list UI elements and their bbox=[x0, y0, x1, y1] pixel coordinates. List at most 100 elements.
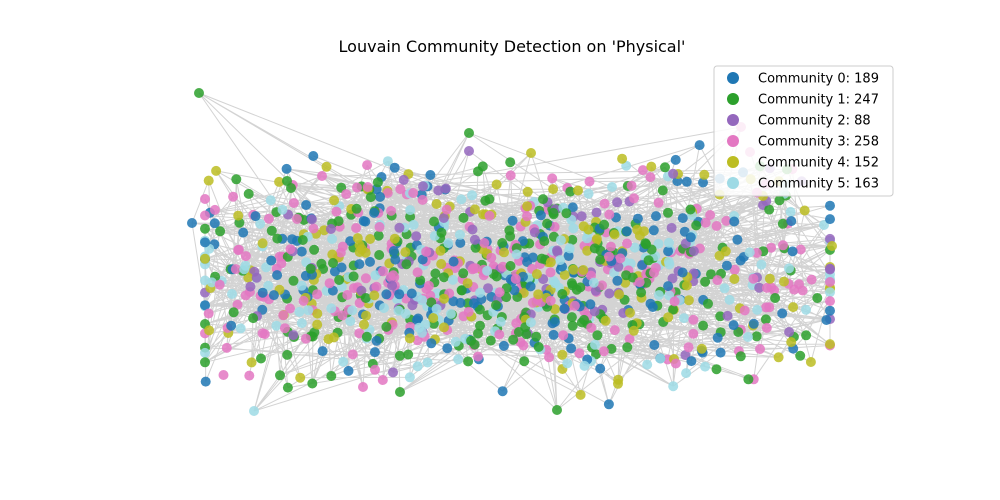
graph-node bbox=[653, 197, 664, 208]
graph-node bbox=[583, 224, 594, 235]
graph-node bbox=[683, 342, 694, 353]
graph-node bbox=[429, 216, 439, 227]
graph-node bbox=[400, 247, 411, 258]
graph-node bbox=[547, 173, 558, 184]
graph-node bbox=[542, 218, 553, 229]
graph-node bbox=[686, 356, 697, 367]
graph-node bbox=[464, 128, 474, 138]
graph-node bbox=[637, 165, 648, 176]
graph-node bbox=[628, 325, 639, 336]
graph-node bbox=[244, 370, 255, 381]
graph-node bbox=[722, 310, 733, 321]
graph-node bbox=[679, 313, 689, 324]
graph-node bbox=[681, 176, 692, 187]
graph-node bbox=[575, 389, 586, 400]
graph-node bbox=[200, 376, 211, 387]
legend: Community 0: 189 Community 1: 247 Communit… bbox=[713, 65, 894, 197]
graph-node bbox=[566, 312, 577, 323]
graph-node bbox=[365, 192, 376, 203]
graph-node bbox=[549, 317, 560, 327]
graph-node bbox=[773, 352, 784, 363]
graph-node bbox=[309, 244, 320, 255]
graph-node bbox=[345, 236, 356, 247]
graph-node bbox=[567, 320, 578, 331]
graph-node bbox=[566, 343, 577, 354]
graph-node bbox=[379, 303, 389, 313]
graph-node bbox=[667, 273, 678, 284]
graph-node bbox=[505, 261, 516, 271]
graph-node bbox=[480, 195, 491, 206]
graph-node bbox=[417, 254, 428, 265]
graph-node bbox=[696, 343, 707, 354]
graph-node bbox=[274, 176, 285, 187]
graph-node bbox=[369, 347, 380, 358]
graph-node bbox=[685, 204, 696, 215]
graph-node bbox=[681, 280, 692, 291]
graph-node bbox=[448, 256, 459, 267]
graph-node bbox=[568, 264, 579, 275]
graph-node bbox=[374, 222, 385, 232]
graph-node bbox=[715, 311, 726, 322]
graph-node bbox=[456, 194, 467, 205]
graph-node bbox=[470, 242, 481, 253]
graph-node bbox=[341, 189, 352, 200]
graph-node bbox=[394, 350, 405, 361]
graph-node bbox=[751, 331, 762, 342]
graph-node bbox=[436, 227, 447, 238]
graph-node bbox=[698, 177, 708, 188]
graph-node bbox=[463, 306, 474, 317]
graph-node bbox=[278, 310, 289, 321]
graph-node bbox=[591, 234, 602, 244]
graph-node bbox=[531, 269, 542, 280]
graph-node bbox=[491, 179, 502, 190]
graph-node bbox=[760, 314, 771, 325]
graph-node bbox=[805, 357, 816, 367]
chart-title: Louvain Community Detection on 'Physical… bbox=[339, 37, 686, 56]
graph-node bbox=[699, 169, 710, 180]
graph-node bbox=[600, 315, 611, 326]
graph-node bbox=[486, 252, 497, 263]
graph-node bbox=[571, 284, 582, 295]
graph-node bbox=[351, 223, 362, 233]
graph-node bbox=[218, 370, 229, 380]
legend-label: Community 5: 163 bbox=[758, 177, 879, 192]
graph-node bbox=[643, 255, 654, 266]
graph-node bbox=[764, 204, 775, 215]
graph-node bbox=[761, 322, 772, 333]
graph-node bbox=[354, 259, 365, 270]
graph-node bbox=[233, 210, 244, 221]
graph-node bbox=[408, 188, 419, 198]
graph-node bbox=[666, 222, 677, 233]
graph-node bbox=[474, 304, 485, 315]
graph-node bbox=[507, 215, 518, 226]
graph-node bbox=[595, 363, 606, 374]
graph-node bbox=[495, 316, 506, 327]
graph-node bbox=[422, 357, 433, 368]
graph-node bbox=[784, 327, 795, 337]
graph-node bbox=[467, 190, 477, 201]
graph-node bbox=[591, 207, 602, 218]
graph-node bbox=[407, 300, 418, 311]
graph-node bbox=[439, 322, 449, 333]
graph-node bbox=[412, 267, 423, 278]
graph-node bbox=[590, 339, 600, 350]
graph-node bbox=[467, 224, 478, 235]
graph-node bbox=[550, 304, 560, 315]
graph-node bbox=[431, 303, 442, 314]
graph-node bbox=[549, 221, 560, 232]
graph-node bbox=[404, 333, 415, 344]
graph-node bbox=[351, 203, 362, 214]
graph-node bbox=[825, 305, 835, 316]
graph-node bbox=[272, 233, 283, 244]
graph-node bbox=[331, 206, 342, 217]
graph-node bbox=[328, 258, 338, 268]
graph-node bbox=[377, 375, 388, 385]
graph-node bbox=[555, 255, 566, 266]
graph-node bbox=[398, 174, 409, 185]
graph-node bbox=[700, 361, 711, 372]
graph-node bbox=[352, 182, 362, 193]
graph-node bbox=[308, 223, 319, 234]
graph-node bbox=[426, 338, 437, 349]
graph-node bbox=[298, 295, 309, 306]
graph-node bbox=[739, 305, 750, 316]
